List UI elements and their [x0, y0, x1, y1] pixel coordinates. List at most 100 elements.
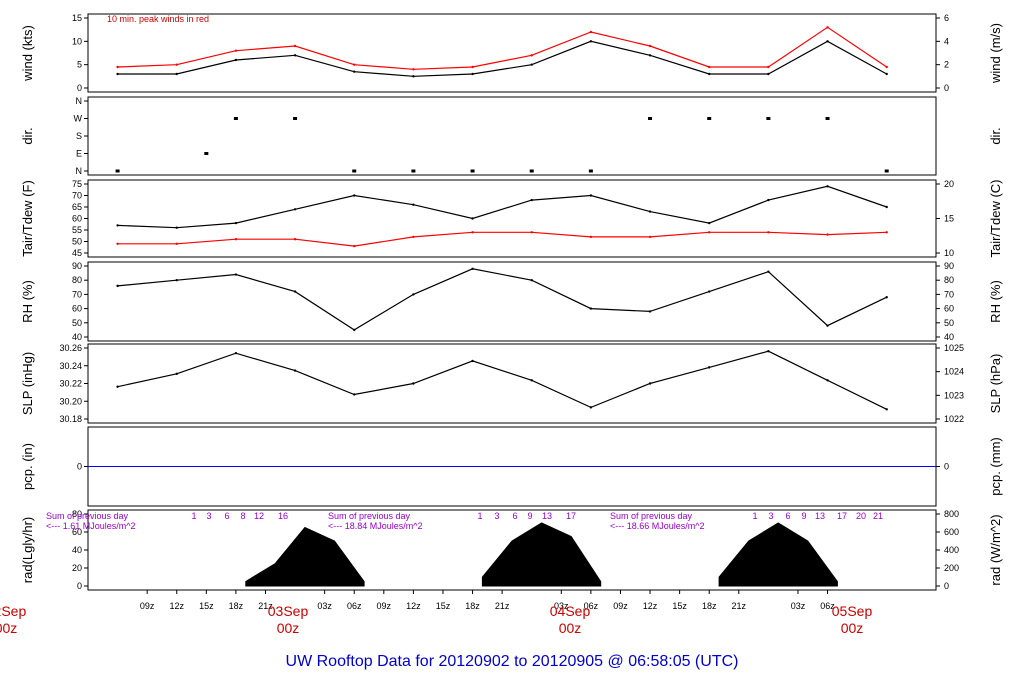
wind-point	[116, 65, 119, 69]
rh-point	[885, 296, 888, 299]
dir-ytick-label: W	[74, 114, 83, 124]
rad-hour-label: 13	[542, 511, 552, 521]
rad-ylabel-left: rad(Lgly/hr)	[20, 517, 35, 583]
slp-ytick-label: 30.24	[59, 361, 82, 371]
slp-point	[353, 393, 356, 396]
rh-point	[826, 324, 829, 327]
temp-point	[234, 221, 238, 225]
rad-hour-label: 16	[278, 511, 288, 521]
dir-point	[707, 117, 712, 120]
wind-ytick-right-label: 0	[944, 83, 949, 93]
wind-point	[826, 40, 829, 43]
wind-point	[412, 68, 415, 71]
wind-point	[234, 49, 238, 52]
wind-ytick-label: 0	[77, 83, 82, 93]
dir-point	[825, 117, 830, 120]
rad-ytick-label: 80	[72, 509, 82, 519]
slp-point	[826, 379, 829, 382]
rad-hour-label: 1	[477, 511, 482, 521]
temp-ytick-label: 65	[72, 202, 82, 212]
dir-point	[115, 169, 120, 173]
temp-point	[116, 224, 119, 227]
dir-point	[293, 117, 298, 120]
dir-point	[766, 117, 771, 120]
temp-frame	[87, 179, 937, 258]
temp-point	[648, 210, 652, 213]
rad-hour-label: 6	[785, 511, 790, 521]
time-tick-label: 06z	[820, 601, 835, 611]
time-tick-label: 12z	[406, 601, 421, 611]
dir-point	[204, 152, 209, 155]
rh-point	[767, 270, 770, 273]
time-tick-label: 03z	[317, 601, 332, 611]
rad-ytick-label: 60	[72, 527, 82, 537]
rad-hour-label: 6	[224, 511, 229, 521]
slp-ylabel-right: SLP (hPa)	[988, 354, 1003, 414]
rad-ytick-right-label: 600	[944, 527, 959, 537]
dir-ylabel-left: dir.	[20, 127, 35, 144]
rh-point	[412, 293, 415, 296]
rh-ytick-label: 80	[72, 275, 82, 285]
rad-ytick-right-label: 0	[944, 581, 949, 591]
wind-point	[175, 63, 178, 66]
pcp-ytick-label: 0	[77, 462, 82, 472]
time-tick-label: 18z	[465, 601, 480, 611]
time-tick-label: 03z	[554, 601, 569, 611]
time-tick-label: 15z	[199, 601, 214, 611]
date-day-label: 05Sep	[832, 603, 873, 619]
dir-point	[470, 169, 475, 173]
rh-frame	[87, 261, 937, 342]
time-tick-label: 21z	[495, 601, 510, 611]
rad-hour-label: 9	[527, 511, 532, 521]
temp-point	[353, 244, 356, 248]
rh-point	[353, 328, 356, 332]
rad-ylabel-right: rad (W/m^2)	[988, 514, 1003, 585]
time-tick-label: 15z	[436, 601, 451, 611]
date-hour-label: 00z	[0, 620, 17, 636]
rh-point	[175, 279, 178, 282]
rad-note-line1: Sum of previous day	[328, 511, 411, 521]
rh-ytick-label: 40	[72, 332, 82, 342]
temp-ytick-right-label: 20	[944, 179, 954, 189]
wind-ytick-right-label: 2	[944, 60, 949, 70]
temp-ytick-right-label: 10	[944, 248, 954, 258]
temp-point	[293, 238, 297, 241]
temp-ytick-right-label: 15	[944, 214, 954, 224]
wind-point	[471, 65, 474, 69]
wind-point	[648, 44, 652, 48]
rad-hour-label: 20	[856, 511, 866, 521]
rad-hour-label: 3	[494, 511, 499, 521]
rad-notes: Sum of previous day<--- 1.61 MJoules/m^2…	[46, 511, 883, 531]
wind-ylabel-right: wind (m/s)	[988, 23, 1003, 84]
time-tick-label: 18z	[229, 601, 244, 611]
date-hour-label: 00z	[559, 620, 582, 636]
slp-point	[530, 379, 533, 382]
rad-note-line1: Sum of previous day	[610, 511, 693, 521]
slp-point	[293, 369, 297, 372]
slp-ytick-label: 30.22	[59, 379, 82, 389]
time-tick-label: 09z	[613, 601, 628, 611]
rh-ytick-label: 70	[72, 289, 82, 299]
temp-ytick-label: 50	[72, 237, 82, 247]
temp-point	[767, 198, 770, 202]
slp-point	[708, 366, 711, 369]
wind-point	[589, 30, 593, 34]
pcp-ylabel-left: pcp. (in)	[20, 443, 35, 490]
dir-point	[648, 117, 653, 120]
rad-hour-label: 8	[240, 511, 245, 521]
time-tick-label: 09z	[140, 601, 155, 611]
rad-note-line2: <--- 18.66 MJoules/m^2	[610, 521, 705, 531]
temp-point	[826, 185, 829, 188]
wind-point	[353, 63, 356, 66]
temp-point	[175, 226, 178, 229]
slp-ytick-right-label: 1025	[944, 343, 964, 353]
rh-ytick-right-label: 40	[944, 332, 954, 342]
rh-point	[589, 307, 593, 310]
rad-hour-label: 12	[254, 511, 264, 521]
rad-ytick-right-label: 400	[944, 545, 959, 555]
wind-peak-note: 10 min. peak winds in red	[107, 14, 209, 24]
wind-series-1	[117, 26, 888, 70]
wind-ytick-label: 10	[72, 36, 82, 46]
